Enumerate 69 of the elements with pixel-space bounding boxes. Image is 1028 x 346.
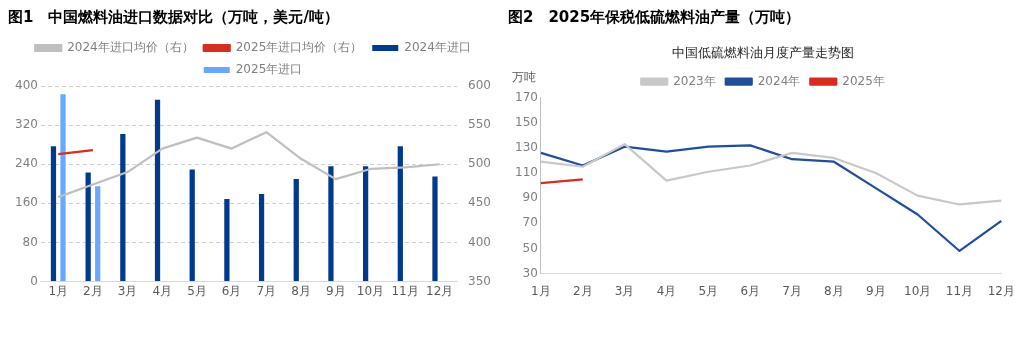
x-tick-label: 1月 — [531, 283, 551, 298]
x-tick-label: 8月 — [291, 283, 311, 298]
y2-tick-label: 450 — [468, 195, 491, 210]
y2-tick-label: 350 — [468, 273, 491, 288]
x-tick-label: 7月 — [782, 283, 802, 298]
legend-label: 2023年 — [673, 73, 716, 88]
y-axis-title: 万吨 — [512, 69, 536, 84]
x-tick-label: 4月 — [656, 283, 677, 298]
legend-label: 2024年进口均价（右） — [67, 40, 194, 55]
bar — [60, 94, 66, 282]
y-tick-label: 130 — [515, 140, 538, 155]
x-tick-label: 9月 — [865, 283, 886, 298]
bar — [224, 198, 230, 282]
x-tick-label: 2月 — [83, 283, 103, 298]
chart-title: 图1 中国燃料油进口数据对比（万吨，美元/吨） — [8, 8, 340, 28]
y-tick-label: 400 — [15, 78, 38, 93]
x-tick-label: 12月 — [426, 283, 454, 298]
y-tick-label: 150 — [515, 114, 538, 129]
x-tick-label: 9月 — [325, 283, 346, 298]
y-tick-label: 320 — [15, 117, 38, 132]
x-tick-label: 3月 — [117, 283, 138, 298]
x-tick-label: 4月 — [152, 283, 173, 298]
bar — [293, 178, 299, 282]
bar — [258, 194, 265, 282]
bar — [363, 166, 369, 282]
y-tick-label: 80 — [22, 234, 38, 249]
x-tick-label: 11月 — [945, 283, 974, 298]
bar — [432, 176, 438, 282]
bar — [85, 172, 91, 282]
x-tick-label: 10月 — [356, 283, 385, 298]
y-tick-label: 50 — [522, 240, 538, 255]
legend-label: 2025年进口 — [235, 62, 303, 77]
bar — [328, 166, 334, 282]
x-tick-label: 10月 — [904, 283, 932, 298]
legend-label: 2025年进口均价（右） — [235, 40, 363, 55]
x-tick-label: 5月 — [698, 283, 719, 298]
y2-tick-label: 600 — [468, 78, 491, 93]
y-tick-label: 240 — [15, 156, 38, 171]
x-tick-label: 1月 — [48, 283, 69, 298]
y-tick-label: 0 — [30, 273, 38, 288]
chart-title: 图2 2025年保税低硫燃料油产量（万吨） — [508, 8, 802, 28]
x-tick-label: 5月 — [187, 283, 207, 298]
x-tick-label: 12月 — [987, 283, 1016, 298]
legend-label: 2025年 — [842, 73, 885, 88]
y-tick-label: 90 — [522, 190, 538, 205]
y2-tick-label: 550 — [468, 117, 491, 132]
x-tick-label: 11月 — [391, 283, 419, 298]
bar — [154, 99, 161, 282]
x-tick-label: 3月 — [614, 283, 635, 298]
y2-tick-label: 400 — [468, 234, 491, 249]
bar — [120, 133, 126, 282]
y-tick-label: 70 — [522, 215, 538, 230]
y2-tick-label: 500 — [468, 156, 491, 171]
x-tick-label: 2月 — [572, 283, 593, 298]
legend-label: 2024年进口 — [404, 40, 471, 55]
y-tick-label: 170 — [515, 89, 538, 104]
x-tick-label: 6月 — [740, 283, 761, 298]
x-tick-label: 7月 — [256, 283, 277, 298]
x-tick-label: 6月 — [221, 283, 242, 298]
y-tick-label: 30 — [522, 265, 538, 280]
bar — [189, 169, 195, 282]
bar — [50, 146, 57, 282]
chart-subtitle: 中国低硫燃料油月度产量走势图 — [672, 45, 854, 61]
bar — [397, 146, 403, 282]
x-tick-label: 8月 — [824, 283, 844, 298]
y-tick-label: 160 — [15, 195, 38, 210]
legend-label: 2024年 — [757, 73, 801, 88]
y-tick-label: 110 — [515, 165, 538, 180]
bar — [95, 186, 101, 282]
